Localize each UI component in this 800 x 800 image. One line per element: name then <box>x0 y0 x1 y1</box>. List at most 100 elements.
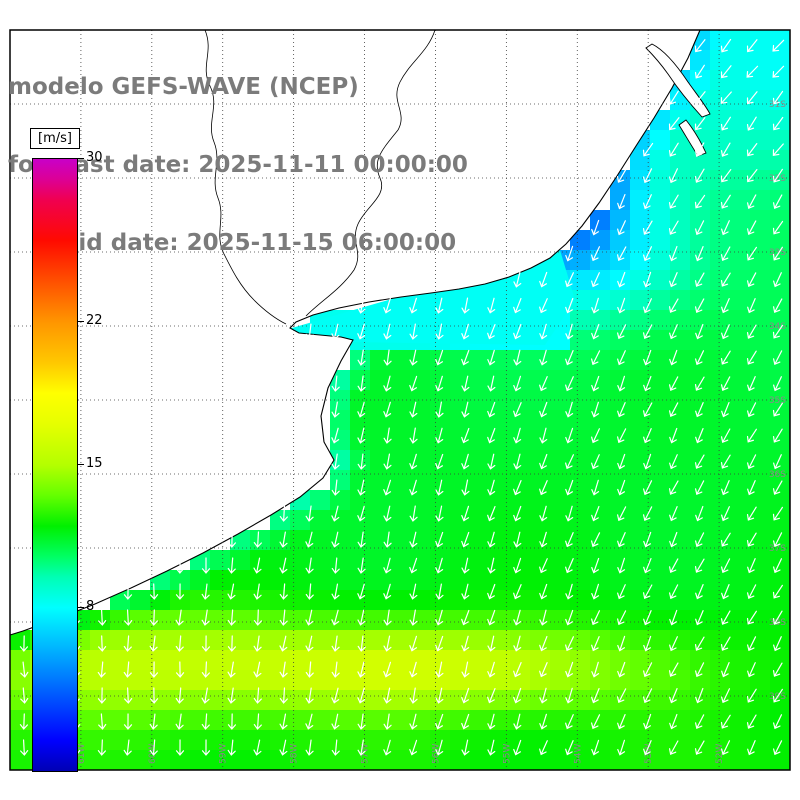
wind-direction-arrow <box>746 194 757 209</box>
wind-direction-arrow <box>357 583 366 600</box>
ocean-cell <box>750 130 770 150</box>
ocean-cell <box>570 390 590 410</box>
ocean-cell <box>250 570 270 590</box>
wind-direction-arrow <box>98 609 107 626</box>
ocean-cell <box>710 130 730 150</box>
wind-direction-arrow <box>409 505 418 522</box>
ocean-cell <box>730 350 750 370</box>
ocean-cell <box>210 570 230 590</box>
ocean-cell <box>610 610 630 630</box>
ocean-cell <box>390 550 410 570</box>
ocean-cell <box>350 690 370 710</box>
river-contour <box>204 29 287 325</box>
wind-direction-arrow <box>149 687 159 704</box>
wind-direction-arrow <box>617 297 626 314</box>
wind-direction-arrow <box>253 713 262 730</box>
wind-direction-arrow <box>695 505 704 522</box>
wind-direction-arrow <box>721 376 731 392</box>
ocean-cell <box>570 610 590 630</box>
wind-direction-arrow <box>565 323 574 340</box>
ocean-cell <box>530 430 550 450</box>
wind-direction-arrow <box>383 453 392 470</box>
ocean-cell <box>730 270 750 290</box>
ocean-cell <box>710 330 730 350</box>
ocean-cell <box>750 430 770 450</box>
wind-direction-arrow <box>253 531 262 548</box>
ocean-cell <box>230 590 250 610</box>
wind-direction-arrow <box>642 584 653 599</box>
ocean-cell <box>530 370 550 390</box>
wind-direction-arrow <box>513 402 522 418</box>
ocean-cell <box>730 410 750 430</box>
ocean-cell <box>610 530 630 550</box>
ocean-cell <box>650 490 670 510</box>
ocean-cell <box>390 350 410 370</box>
ocean-cell <box>510 410 530 430</box>
ocean-cell <box>390 510 410 530</box>
ocean-cell <box>610 470 630 490</box>
wind-direction-arrow <box>279 557 288 574</box>
ocean-cell <box>530 750 550 770</box>
ocean-cell <box>730 570 750 590</box>
wind-direction-arrow <box>513 662 522 678</box>
wind-direction-arrow <box>643 531 652 548</box>
ocean-cell <box>650 650 670 670</box>
wind-direction-arrow <box>747 298 756 314</box>
ocean-cell <box>350 490 370 510</box>
ocean-cell <box>630 370 650 390</box>
ocean-cell <box>650 430 670 450</box>
ocean-cell <box>290 510 310 530</box>
ocean-cell <box>770 170 790 190</box>
ocean-cell <box>230 750 250 770</box>
ocean-cell <box>450 510 470 530</box>
ocean-cell <box>690 250 710 270</box>
ocean-cell <box>750 670 770 690</box>
ocean-cell <box>490 490 510 510</box>
ocean-cell <box>430 390 450 410</box>
ocean-cell <box>750 350 770 370</box>
wind-direction-arrow <box>694 142 705 157</box>
ocean-cell <box>770 390 790 410</box>
wind-direction-arrow <box>435 713 444 730</box>
ocean-cell <box>570 570 590 590</box>
ocean-cell <box>150 690 170 710</box>
ocean-cell <box>570 550 590 570</box>
ocean-cell <box>10 690 30 710</box>
wind-direction-arrow <box>305 713 314 730</box>
wind-direction-arrow <box>539 687 548 704</box>
ocean-cell <box>770 450 790 470</box>
wind-direction-arrow <box>746 350 757 365</box>
ocean-cell <box>130 610 150 630</box>
wind-direction-arrow <box>227 635 237 652</box>
wind-direction-arrow <box>461 479 470 496</box>
ocean-cell <box>510 470 530 490</box>
ocean-cell <box>250 750 270 770</box>
wind-direction-arrow <box>383 531 392 548</box>
wind-direction-arrow <box>383 687 392 704</box>
ocean-cell <box>730 50 750 70</box>
ocean-cell <box>430 410 450 430</box>
wind-direction-arrow <box>20 661 29 678</box>
ocean-cell <box>390 630 410 650</box>
wind-direction-arrow <box>565 636 575 652</box>
ocean-cell <box>590 610 610 630</box>
latitude-label: 31S <box>769 100 786 110</box>
ocean-cell <box>210 610 230 630</box>
ocean-cell <box>590 290 610 310</box>
wind-direction-arrow <box>643 453 652 470</box>
ocean-cell <box>550 390 570 410</box>
ocean-cell <box>590 330 610 350</box>
ocean-cell <box>310 590 330 610</box>
ocean-cell <box>570 470 590 490</box>
ocean-cell <box>710 270 730 290</box>
ocean-cell <box>470 490 490 510</box>
latitude-label: 36S <box>769 470 786 480</box>
wind-direction-arrow <box>305 635 314 652</box>
ocean-cell <box>690 670 710 690</box>
ocean-cell <box>690 230 710 250</box>
ocean-cell <box>190 630 210 650</box>
ocean-cell <box>330 750 350 770</box>
ocean-cell <box>150 590 170 610</box>
wind-direction-arrow <box>565 740 574 756</box>
ocean-cell <box>330 610 350 630</box>
